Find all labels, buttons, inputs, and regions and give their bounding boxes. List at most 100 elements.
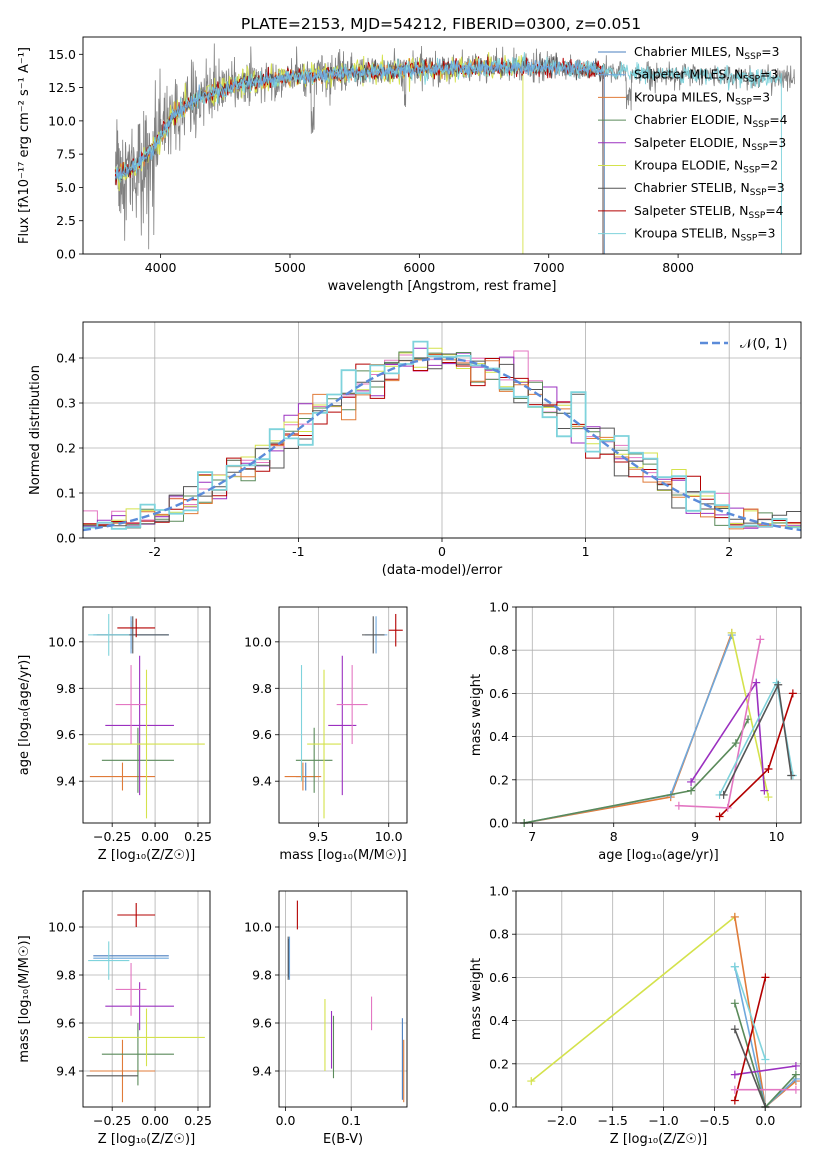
x-tick-label: 9 [691, 829, 699, 844]
series-marker [791, 1085, 800, 1094]
y-tick-label: 9.4 [252, 1064, 272, 1079]
age_vs_mass-panel: 9.5 10.0 9.4 9.6 9.8 10.0 mass [log₁₀(M/M☉)] [244, 606, 408, 863]
massweight_vs_age-panel: 7 8 9 10 0.0 0.2 0.4 0.6 0.8 1.0 age [log₁₀(age/yr… [469, 600, 802, 863]
y-tick-label: 9.8 [56, 681, 76, 696]
series-line [734, 977, 767, 1101]
series-marker [730, 1096, 739, 1105]
series-marker [764, 765, 773, 773]
figure-title: PLATE=2153, MJD=54212, FIBERID=0300, z=0… [241, 15, 641, 33]
series-line [734, 966, 767, 1060]
x-tick-label: −2.0 [547, 1113, 577, 1128]
series-marker [791, 1070, 800, 1079]
axes-frame [82, 321, 802, 539]
series-marker [730, 999, 739, 1008]
x-tick-label: 7 [528, 829, 536, 844]
legend-entry: Chabrier ELODIE, NSSP=4 [634, 113, 788, 130]
series-marker [731, 739, 740, 748]
y-tick-label: 7.5 [56, 147, 76, 162]
spectrum-lines [114, 43, 795, 254]
axes-frame [82, 36, 802, 255]
model-spectrum-line [114, 59, 605, 254]
y-tick-label: 10.0 [244, 634, 272, 649]
y-tick-label: 10.0 [244, 920, 272, 935]
axes-frame [515, 606, 802, 824]
y-tick-label: 0.4 [489, 1013, 509, 1028]
series-marker [674, 801, 683, 810]
y-tick-label: 10.0 [48, 920, 76, 935]
y-tick-label: 9.6 [56, 1016, 76, 1031]
legend: Chabrier MILES, NSSP=3 Salpeter MILES, NS… [598, 45, 788, 244]
legend-suffix: =4 [769, 113, 787, 127]
y-tick-label: 0.0 [489, 1100, 509, 1115]
legend-entry: Salpeter ELODIE, NSSP=3 [634, 136, 786, 153]
x-axis-label: age [log₁₀(age/yr)] [598, 848, 719, 863]
x-tick-label: 2 [725, 544, 733, 559]
y-tick-label: 0.8 [489, 643, 509, 658]
y-tick-label: 0.1 [56, 486, 76, 501]
series-marker [761, 1055, 770, 1064]
series-line [530, 916, 736, 1082]
legend-entry: Kroupa MILES, NSSP=3 [634, 90, 770, 107]
x-tick-label: 6000 [403, 260, 435, 275]
residuals-panel: -2 -1 0 1 2 0.0 0.1 0.2 0.3 0.4 (data-model)/error… [28, 321, 802, 578]
series-marker [730, 962, 739, 971]
y-tick-label: 9.8 [252, 681, 272, 696]
panels: 4000 5000 6000 7000 80000.02.55.07.510.012.5… [17, 36, 802, 1147]
series-marker [727, 628, 736, 637]
legend-subscript: SSP [740, 234, 757, 244]
legend-subscript: SSP [749, 211, 766, 221]
series-line [734, 1065, 797, 1076]
y-tick-label: 0.2 [56, 441, 76, 456]
legend-entry: Chabrier STELIB, NSSP=3 [634, 181, 785, 198]
y-tick-label: 9.6 [252, 727, 272, 742]
series-line [523, 632, 733, 824]
x-tick-label: 10.0 [375, 829, 403, 844]
y-tick-label: 9.4 [56, 774, 76, 789]
mass_vs_EBV-panel: 0.0 0.1 9.4 9.6 9.8 10.0 E(B-V) [244, 890, 408, 1147]
y-tick-label: 5.0 [56, 180, 76, 195]
x-tick-label: 0.25 [184, 1113, 212, 1128]
series-marker [787, 771, 796, 780]
massweight_vs_Z-panel: −2.0 −1.5 −1.0 −0.5 0.0 0.0 0.2 0.4 0.6 0.8 1.0 Z [… [469, 884, 802, 1147]
x-tick-label: 0.00 [141, 829, 169, 844]
residual-histogram [83, 347, 801, 527]
x-axis-label: E(B-V) [323, 1132, 363, 1147]
model-spectrum-line [114, 52, 604, 254]
legend-subscript: SSP [743, 75, 760, 85]
x-tick-label: 0.0 [276, 1113, 296, 1128]
axes-frame [278, 606, 408, 824]
legend-suffix: =3 [760, 68, 778, 82]
series-marker [719, 790, 728, 799]
y-tick-label: 10.0 [48, 113, 76, 128]
y-tick-label: 0.0 [56, 247, 76, 262]
series-marker [752, 678, 761, 687]
y-tick-label: 1.0 [489, 884, 509, 899]
series-marker [756, 635, 765, 644]
series-marker [730, 1070, 739, 1079]
x-tick-label: -2 [149, 544, 161, 559]
x-axis-label: Z [log₁₀(Z/Z☉)] [610, 1132, 707, 1147]
y-axis-label: age [log₁₀(age/yr)] [17, 655, 32, 776]
axes-frame [82, 606, 211, 824]
series-marker [730, 1025, 739, 1034]
x-tick-label: 1 [582, 544, 590, 559]
legend-subscript: SSP [750, 188, 767, 198]
legend-suffix: =3 [757, 227, 775, 241]
y-tick-label: 0.4 [56, 351, 76, 366]
x-tick-label: 0.1 [341, 1113, 361, 1128]
series-marker [788, 689, 797, 698]
x-axis-label: (data-model)/error [382, 563, 503, 578]
y-axis-label: Flux [fλ10⁻¹⁷ erg cm⁻² s⁻¹ A⁻¹] [17, 47, 32, 244]
series-marker [760, 786, 769, 795]
series-marker [730, 1085, 739, 1094]
x-tick-label: −0.5 [699, 1113, 729, 1128]
series-marker [715, 812, 724, 821]
y-tick-label: 9.4 [56, 1064, 76, 1079]
y-tick-label: 9.6 [56, 727, 76, 742]
y-tick-label: 10.0 [48, 634, 76, 649]
x-tick-label: 9.5 [308, 829, 328, 844]
y-tick-label: 0.0 [489, 816, 509, 831]
y-tick-label: 0.4 [489, 729, 509, 744]
x-tick-label: 8 [610, 829, 618, 844]
